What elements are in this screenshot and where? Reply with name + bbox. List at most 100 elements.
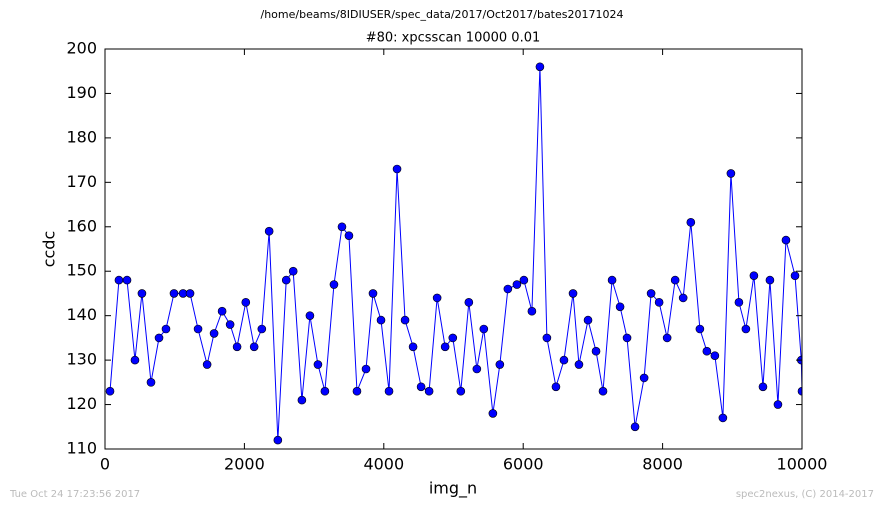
y-tick-label: 180 (66, 127, 97, 146)
data-point (448, 333, 458, 343)
data-point (137, 289, 147, 298)
y-tick-label: 110 (66, 439, 97, 458)
data-point (670, 275, 680, 285)
data-point (568, 289, 578, 298)
y-axis-label: ccdc (40, 231, 59, 268)
data-point (202, 360, 212, 369)
data-point (400, 315, 410, 325)
data-point (622, 333, 632, 343)
data-point (146, 378, 156, 387)
data-point (384, 386, 394, 396)
data-point (662, 333, 672, 343)
x-tick-label: 8000 (642, 455, 683, 474)
data-point (408, 342, 418, 352)
data-point (527, 306, 537, 316)
data-point (209, 329, 219, 338)
y-tick-label: 200 (66, 39, 97, 58)
y-tick-label: 190 (66, 83, 97, 102)
data-point (503, 284, 513, 294)
data-point (161, 324, 171, 334)
data-point (749, 271, 759, 280)
data-point (479, 324, 489, 334)
data-point (416, 382, 426, 392)
y-tick-label: 150 (66, 261, 97, 280)
y-tick-label: 170 (66, 172, 97, 191)
suptitle: /home/beams/8IDIUSER/spec_data/2017/Oct2… (261, 8, 624, 21)
data-point (456, 386, 466, 396)
data-point (464, 298, 474, 307)
data-point (773, 400, 783, 409)
y-tick-label: 160 (66, 216, 97, 235)
data-point (472, 364, 482, 374)
data-point (519, 275, 529, 285)
data-point (440, 342, 450, 352)
data-point (615, 302, 625, 312)
data-point (551, 382, 561, 392)
plot-area (105, 62, 802, 445)
data-point (232, 342, 242, 352)
data-point (574, 360, 584, 369)
data-point (320, 386, 330, 396)
data-point (241, 298, 251, 307)
data-point (337, 222, 347, 232)
data-point (329, 280, 339, 289)
data-point (765, 275, 775, 285)
data-point (702, 346, 712, 356)
x-axis-label: img_n (429, 479, 477, 499)
data-point (305, 311, 315, 320)
data-point (718, 413, 728, 423)
data-point (512, 280, 522, 289)
data-point (630, 422, 640, 432)
data-point (281, 275, 291, 285)
data-point (122, 275, 132, 285)
data-point (758, 382, 768, 392)
data-point (392, 164, 402, 174)
x-tick-label: 10000 (777, 455, 828, 474)
data-point (169, 289, 179, 298)
data-point (790, 271, 800, 280)
data-point (598, 386, 608, 396)
data-point (535, 62, 545, 72)
data-point (130, 355, 140, 365)
data-point (695, 324, 705, 334)
data-point (264, 226, 274, 236)
data-point (591, 346, 601, 356)
y-tick-label: 130 (66, 350, 97, 369)
data-point (646, 289, 656, 298)
chart-title: #80: xpcsscan 10000 0.01 (366, 31, 541, 46)
x-tick-label: 4000 (363, 455, 404, 474)
x-tick-label: 2000 (224, 455, 265, 474)
axes-frame (104, 48, 803, 450)
data-point (288, 266, 298, 276)
data-point (639, 373, 649, 383)
data-point (352, 386, 362, 396)
data-point (559, 355, 569, 365)
data-point (344, 231, 354, 240)
data-point (542, 333, 552, 343)
data-point (797, 386, 802, 396)
data-point (607, 275, 617, 285)
y-tick-label: 120 (66, 394, 97, 413)
data-point (424, 386, 434, 396)
data-point (273, 435, 283, 445)
y-tick-label: 140 (66, 305, 97, 324)
data-point (678, 293, 688, 303)
data-point (741, 324, 751, 334)
data-point (686, 218, 696, 227)
data-point (257, 324, 267, 334)
data-point (432, 293, 442, 303)
data-point (368, 289, 378, 298)
data-point (185, 289, 195, 298)
data-point (361, 364, 371, 374)
data-point (583, 315, 593, 325)
data-point (726, 169, 736, 178)
data-point (105, 386, 115, 396)
data-point (217, 306, 227, 316)
x-tick-label: 0 (100, 455, 110, 474)
data-point (654, 298, 664, 307)
data-point (225, 320, 235, 329)
data-point (488, 409, 498, 418)
footer-right: spec2nexus, (C) 2014-2017 (736, 489, 874, 500)
